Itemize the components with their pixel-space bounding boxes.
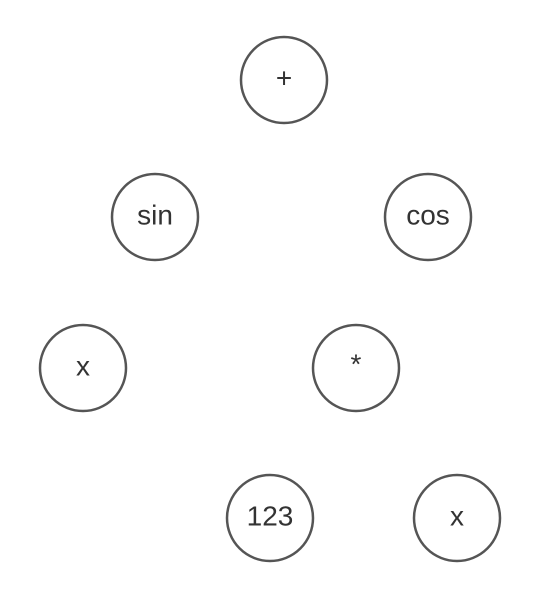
node-x-right-circle	[412, 473, 502, 563]
node-x-right-label: x	[450, 501, 464, 532]
node-cos-circle	[383, 172, 473, 262]
node-plus-label: +	[276, 63, 292, 94]
node-multiply: *	[311, 323, 401, 413]
node-123: 123	[225, 473, 315, 563]
node-x-left: x	[38, 323, 128, 413]
node-x-left-label: x	[76, 351, 90, 382]
node-plus: +	[239, 35, 329, 125]
node-123-label: 123	[247, 501, 294, 532]
node-sin-circle	[110, 172, 200, 262]
node-sin: sin	[110, 172, 200, 262]
node-multiply-circle	[311, 323, 401, 413]
node-123-circle	[225, 473, 315, 563]
node-cos-label: cos	[406, 200, 450, 231]
node-x-left-circle	[38, 323, 128, 413]
node-multiply-label: *	[351, 349, 362, 380]
node-x-right: x	[412, 473, 502, 563]
node-plus-circle	[239, 35, 329, 125]
node-cos: cos	[383, 172, 473, 262]
node-sin-label: sin	[137, 200, 173, 231]
